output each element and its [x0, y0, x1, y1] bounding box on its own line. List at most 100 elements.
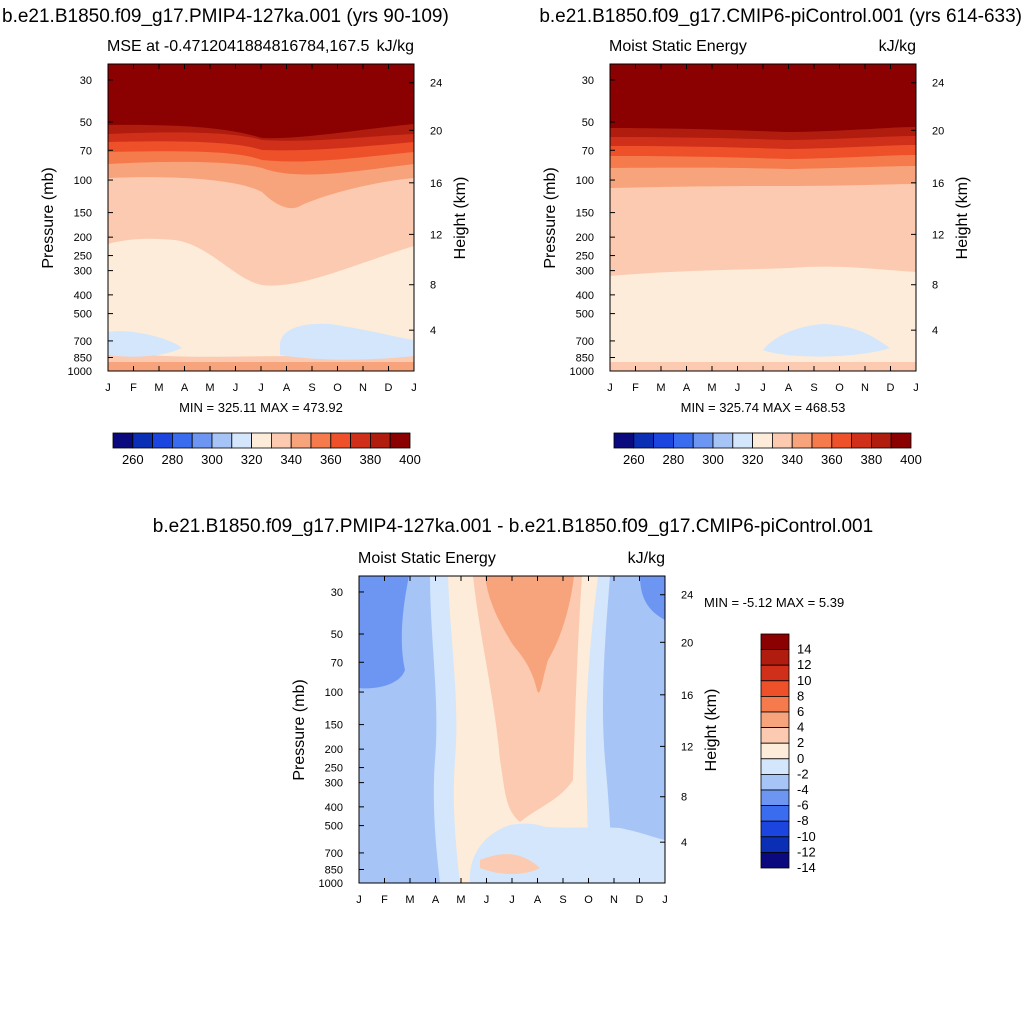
right-colorbar-swatch — [732, 432, 753, 449]
left-xtick-label: J — [105, 382, 111, 394]
left-colorbar-label: 300 — [201, 452, 223, 467]
right-y2tick-label: 12 — [932, 229, 944, 241]
diff-xtick-label: D — [636, 894, 644, 906]
diff-ytick-label: 100 — [325, 687, 343, 699]
diff-colorbar-label: -8 — [797, 813, 809, 828]
left-ytick-label: 250 — [74, 251, 92, 263]
left-xtick-label: A — [283, 382, 291, 394]
diff-xtick-label: J — [509, 894, 515, 906]
right-ytick-label: 1000 — [570, 366, 594, 378]
diff-band-low-0b — [530, 825, 665, 883]
right-xtick-label: S — [810, 382, 817, 394]
diff-ytick-label: 700 — [325, 848, 343, 860]
diff-band-minus4a — [359, 576, 409, 689]
right-ytick-label: 70 — [582, 145, 594, 157]
right-colorbar-swatch — [871, 432, 892, 449]
left-xtick-label: S — [308, 382, 315, 394]
left-band-low-320a — [108, 331, 182, 357]
diff-units: kJ/kg — [628, 550, 665, 567]
diff-xtick-label: A — [534, 894, 542, 906]
right-ylabel: Pressure (mb) — [542, 167, 559, 268]
left-colorbar-label: 340 — [280, 452, 302, 467]
left-colorbar-label: 380 — [360, 452, 382, 467]
diff-ytick-label: 250 — [325, 763, 343, 775]
diff-colorbar-label: 2 — [797, 735, 804, 750]
diff-colorbar-swatch — [760, 680, 790, 697]
diff-ytick-label: 50 — [331, 629, 343, 641]
right-ytick-label: 300 — [576, 266, 594, 278]
left-colorbar-swatch — [231, 432, 253, 449]
left-colorbar-swatch — [132, 432, 154, 449]
diff-contour-field — [359, 576, 665, 883]
right-colorbar-swatch — [653, 432, 674, 449]
right-ytick-label: 250 — [576, 251, 594, 263]
left-colorbar-swatch — [389, 432, 411, 449]
right-xtick-label: M — [656, 382, 665, 394]
right-y2-axis: 24 20 16 12 8 4 — [911, 78, 944, 337]
diff-y2tick-label: 24 — [681, 590, 693, 602]
diff-colorbar-swatch — [760, 664, 790, 682]
right-colorbar-label: 260 — [623, 452, 645, 467]
diff-subtitle: Moist Static Energy — [358, 550, 496, 567]
right-ytick-label: 100 — [576, 175, 594, 187]
left-xtick-label: A — [181, 382, 189, 394]
diff-ytick-label: 200 — [325, 744, 343, 756]
left-colorbar-swatch — [310, 432, 332, 449]
diff-band-minus4b — [640, 576, 665, 620]
diff-xtick-label: J — [356, 894, 362, 906]
left-colorbar-swatch — [211, 432, 233, 449]
right-colorbar-label: 280 — [663, 452, 685, 467]
left-xtick-label: J — [233, 382, 239, 394]
diff-y2tick-label: 12 — [681, 741, 693, 753]
left-y2tick-label: 24 — [430, 78, 442, 90]
left-xtick-label: F — [130, 382, 137, 394]
diff-colorbar-label: 10 — [797, 673, 811, 688]
left-xtick-label: M — [205, 382, 214, 394]
right-ytick-label: 850 — [576, 352, 594, 364]
right-colorbar-label: 300 — [702, 452, 724, 467]
right-xtick-label: M — [707, 382, 716, 394]
left-y2tick-label: 8 — [430, 280, 436, 292]
left-xtick-label: O — [333, 382, 342, 394]
diff-colorbar-label: 8 — [797, 688, 804, 703]
diff-band-low-2 — [480, 854, 540, 874]
right-y2tick-label: 16 — [932, 178, 944, 190]
right-colorbar-swatch — [692, 432, 714, 449]
right-colorbar-swatch — [633, 432, 654, 449]
right-xtick-label: N — [861, 382, 869, 394]
left-colorbar-swatch — [270, 432, 292, 449]
diff-colorbar-swatch — [760, 774, 790, 791]
right-xtick-label: F — [632, 382, 639, 394]
left-ytick-label: 700 — [74, 336, 92, 348]
right-units: kJ/kg — [879, 38, 916, 55]
diff-colorbar-label: 14 — [797, 642, 811, 657]
left-colorbar-swatch — [152, 432, 173, 449]
diff-ytick-label: 500 — [325, 821, 343, 833]
left-ytick-label: 200 — [74, 232, 92, 244]
diff-colorbar-swatch — [760, 852, 790, 869]
left-y-axis: 30 50 70 100 150 200 250 300 400 500 700 850 1000 — [68, 75, 113, 378]
left-units: kJ/kg — [377, 38, 414, 55]
right-xtick-label: J — [913, 382, 919, 394]
diff-ytick-label: 300 — [325, 778, 343, 790]
right-y2label: Height (km) — [954, 177, 971, 260]
right-y2tick-label: 24 — [932, 78, 944, 90]
diff-colorbar-label: 0 — [797, 751, 804, 766]
right-xtick-label: J — [735, 382, 741, 394]
left-y2tick-label: 16 — [430, 178, 442, 190]
left-y2-axis: 24 20 16 12 8 4 — [409, 78, 442, 337]
left-colorbar-swatch — [290, 432, 312, 449]
diff-colorbar-swatch — [760, 727, 790, 744]
right-y2tick-label: 20 — [932, 125, 944, 137]
panel-left: MSE at -0.4712041884816784,167.5 kJ/kg J… — [40, 38, 469, 467]
left-contour-field — [108, 64, 414, 371]
left-ylabel: Pressure (mb) — [40, 167, 57, 268]
right-colorbar-swatch — [673, 432, 694, 449]
diff-colorbar-swatch — [760, 820, 790, 838]
right-panel-title: b.e21.B1850.f09_g17.CMIP6-piControl.001 … — [539, 6, 1022, 27]
diff-colorbar-label: -2 — [797, 766, 809, 781]
diff-y2tick-label: 8 — [681, 792, 687, 804]
left-xtick-label: J — [258, 382, 264, 394]
